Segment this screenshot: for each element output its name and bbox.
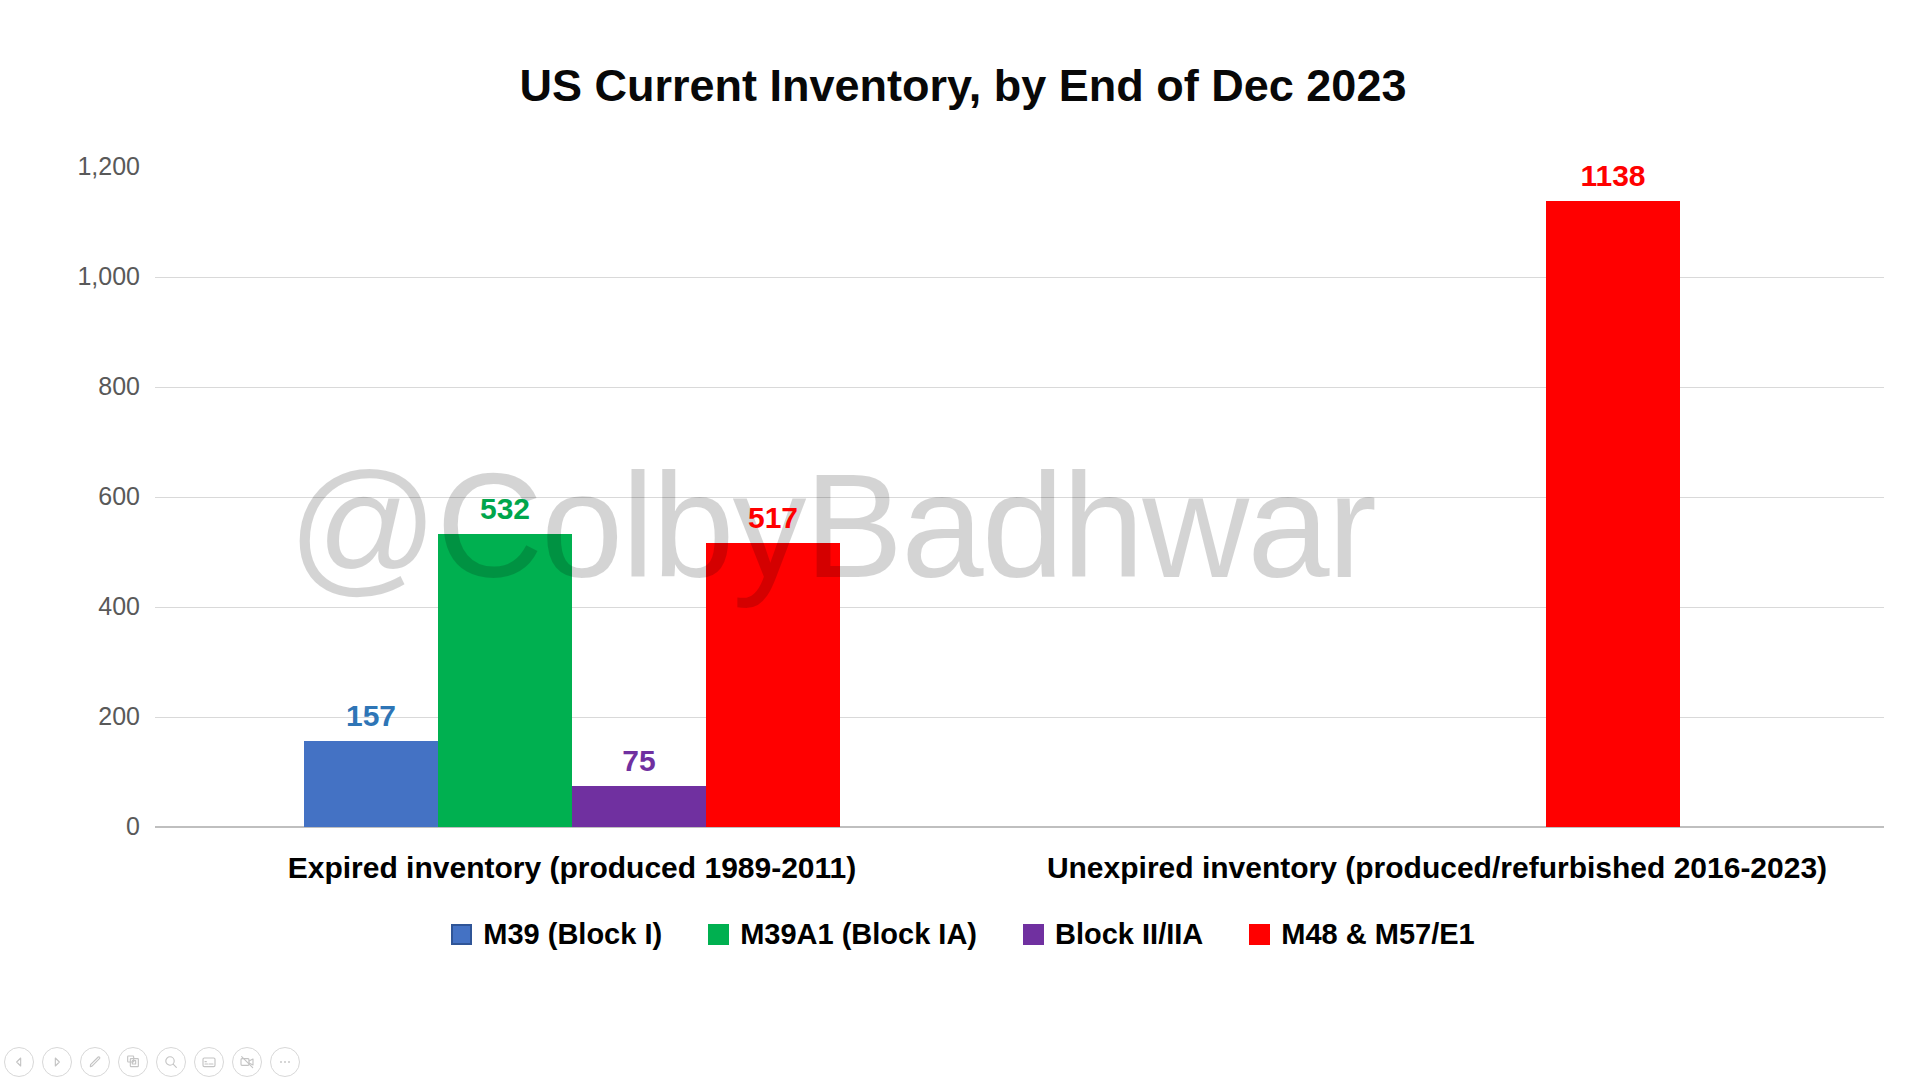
legend-label: Block II/IIA <box>1055 918 1203 951</box>
legend-label: M48 & M57/E1 <box>1281 918 1474 951</box>
slides-grid-icon <box>125 1054 141 1070</box>
previous-button[interactable] <box>4 1047 34 1077</box>
camera-button[interactable] <box>232 1047 262 1077</box>
chevron-left-icon <box>11 1054 27 1070</box>
bar-value-label: 517 <box>666 501 880 535</box>
more-options-button[interactable] <box>270 1047 300 1077</box>
bar-value-label: 532 <box>398 492 612 526</box>
magnifier-icon <box>163 1054 179 1070</box>
legend-label: M39 (Block I) <box>483 918 662 951</box>
legend-item-m48-m57-e1: M48 & M57/E1 <box>1249 918 1474 951</box>
slide-canvas: US Current Inventory, by End of Dec 2023… <box>0 0 1926 1084</box>
captions-icon <box>201 1054 217 1070</box>
legend: M39 (Block I) M39A1 (Block IA) Block II/II… <box>0 918 1926 951</box>
zoom-button[interactable] <box>156 1047 186 1077</box>
legend-swatch <box>708 924 729 945</box>
legend-item-block-ii-iia: Block II/IIA <box>1023 918 1203 951</box>
legend-label: M39A1 (Block IA) <box>740 918 977 951</box>
legend-swatch <box>1249 924 1270 945</box>
camera-off-icon <box>239 1054 255 1070</box>
category-label: Unexpired inventory (produced/refurbishe… <box>1047 851 1827 885</box>
pen-button[interactable] <box>80 1047 110 1077</box>
category-label: Expired inventory (produced 1989-2011) <box>288 851 857 885</box>
chevron-right-icon <box>49 1054 65 1070</box>
presentation-toolbar <box>4 1047 300 1077</box>
bar-value-label: 1138 <box>1506 159 1720 193</box>
legend-item-m39-block-i-: M39 (Block I) <box>451 918 662 951</box>
pen-icon <box>87 1054 103 1070</box>
captions-button[interactable] <box>194 1047 224 1077</box>
legend-item-m39a1-block-ia-: M39A1 (Block IA) <box>708 918 977 951</box>
bar-value-label: 75 <box>532 744 746 778</box>
see-all-slides-button[interactable] <box>118 1047 148 1077</box>
bar-value-label: 157 <box>264 699 478 733</box>
legend-swatch <box>1023 924 1044 945</box>
ellipsis-icon <box>277 1054 293 1070</box>
legend-swatch <box>451 924 472 945</box>
next-button[interactable] <box>42 1047 72 1077</box>
